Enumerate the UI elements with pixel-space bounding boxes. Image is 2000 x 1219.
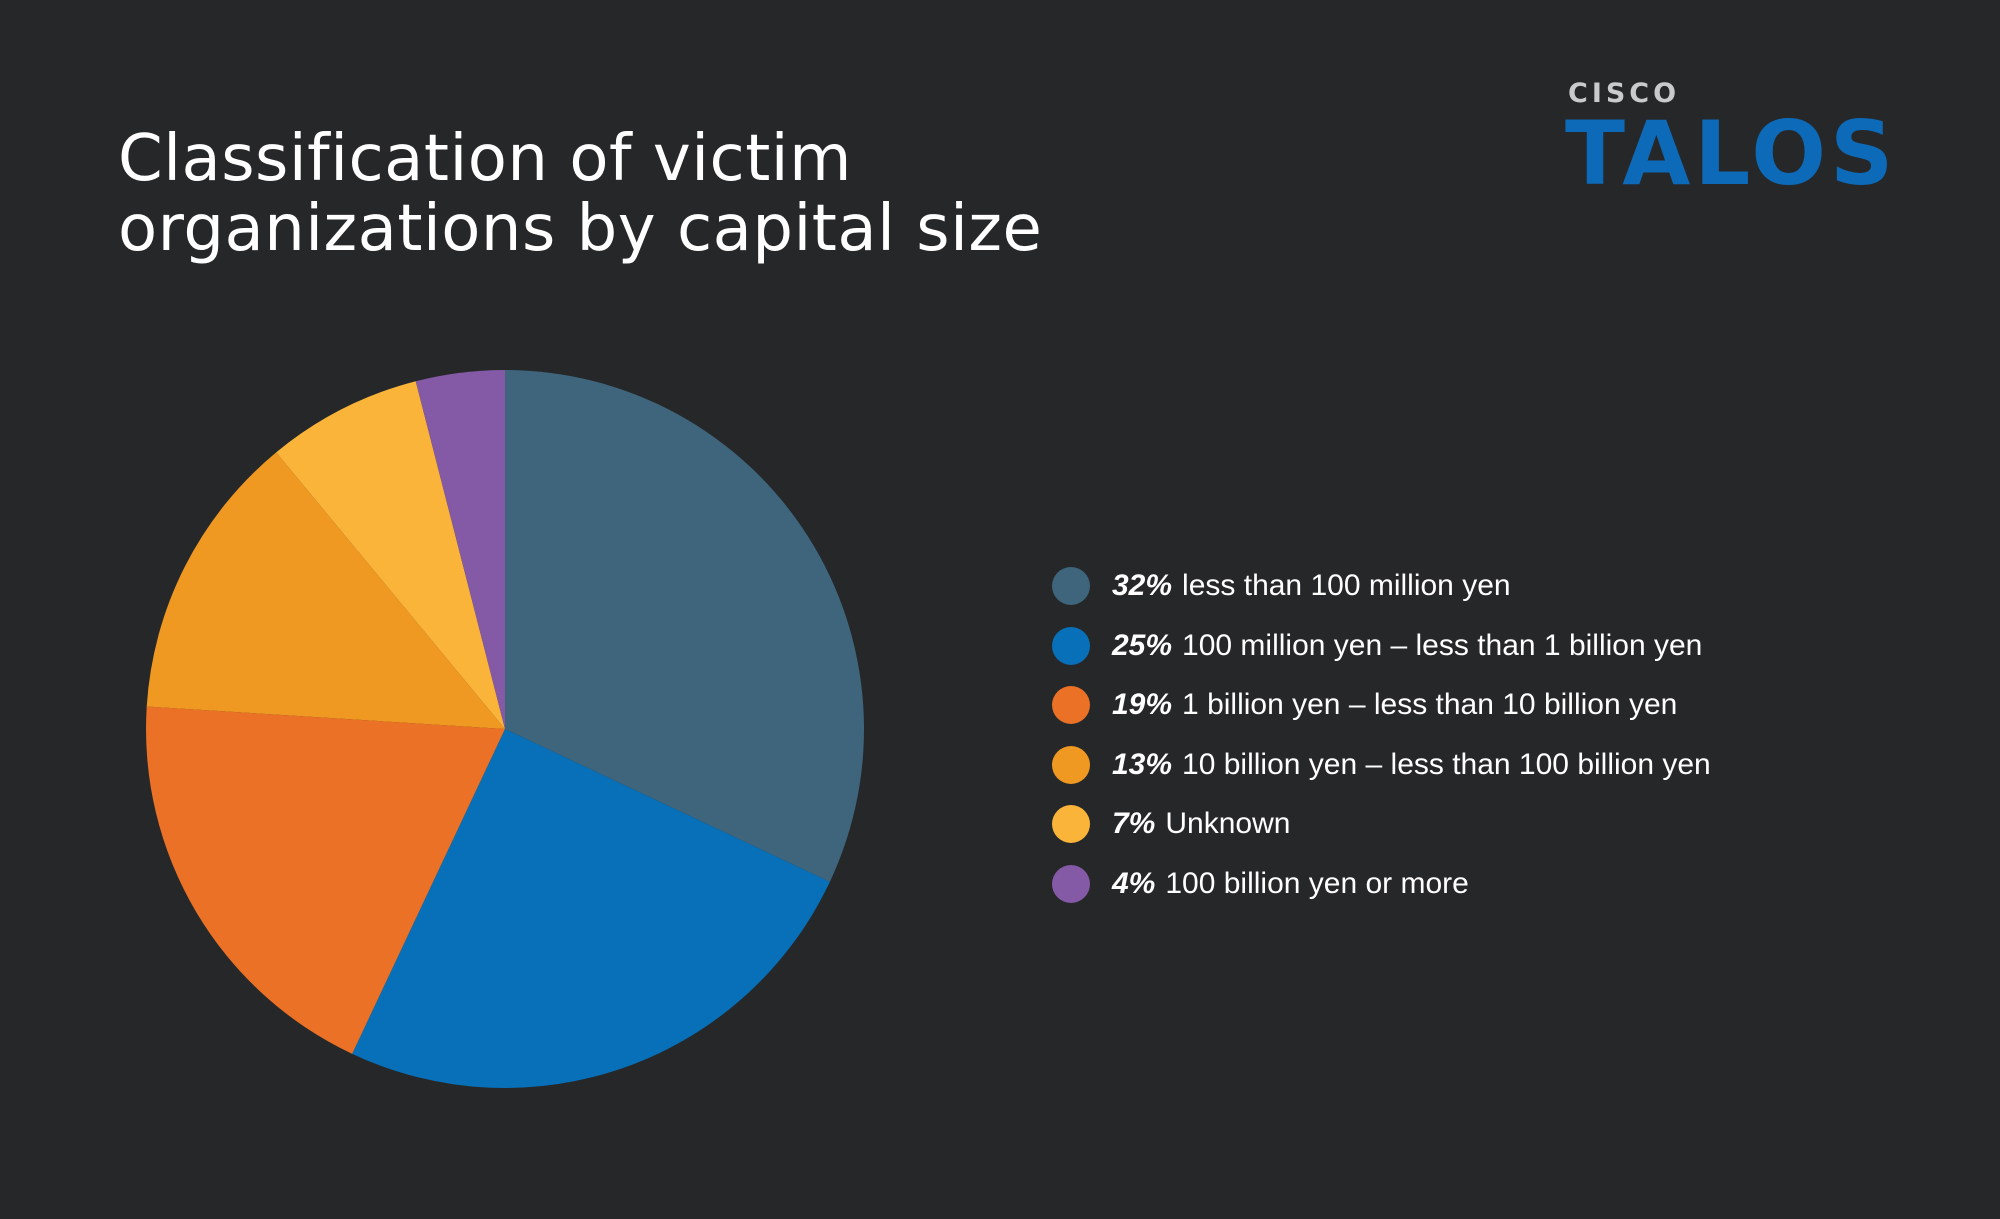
- logo-company-text: CISCO: [1568, 78, 1681, 109]
- logo-product-text: TALOS: [1565, 102, 1898, 205]
- legend-item-6: 4% 100 billion yen or more: [1052, 864, 1711, 904]
- legend-percent: 13%: [1112, 747, 1173, 781]
- chart-title-line-1: Classification of victim: [118, 122, 852, 196]
- legend-label: 1 billion yen – less than 10 billion yen: [1182, 688, 1678, 722]
- chart-legend: 32% less than 100 million yen 25% 100 milli…: [1052, 566, 1711, 924]
- pie-slices: [146, 370, 864, 1088]
- legend-item-1: 32% less than 100 million yen: [1052, 566, 1711, 606]
- pie-slice-5: [276, 381, 505, 729]
- pie-slice-4: [146, 452, 505, 729]
- legend-label: 100 billion yen or more: [1165, 866, 1469, 900]
- legend-item-3: 19% 1 billion yen – less than 10 billion …: [1052, 685, 1711, 725]
- legend-label: 10 billion yen – less than 100 billion y…: [1182, 747, 1711, 781]
- legend-percent: 32%: [1112, 569, 1173, 602]
- legend-percent: 25%: [1112, 628, 1173, 662]
- cisco-talos-logo: CISCO TALOS: [1565, 78, 1893, 200]
- legend-swatch: [1052, 567, 1090, 605]
- legend-swatch: [1052, 864, 1090, 903]
- legend-item-2: 25% 100 million yen – less than 1 billion…: [1052, 626, 1711, 666]
- legend-item-5: 7% Unknown: [1052, 804, 1711, 844]
- pie-slice-1: [505, 370, 864, 882]
- legend-swatch: [1052, 686, 1090, 725]
- pie-slice-2: [352, 729, 830, 1088]
- pie-slice-3: [146, 706, 505, 1054]
- legend-item-4: 13% 10 billion yen – less than 100 billio…: [1052, 745, 1711, 785]
- legend-swatch: [1052, 805, 1090, 844]
- legend-percent: 4%: [1112, 866, 1156, 900]
- chart-title: Classification of victim organizations b…: [118, 124, 1042, 264]
- legend-percent: 7%: [1112, 807, 1156, 841]
- legend-label: Unknown: [1165, 807, 1291, 841]
- legend-percent: 19%: [1112, 688, 1173, 722]
- chart-title-line-2: organizations by capital size: [118, 192, 1043, 266]
- legend-swatch: [1052, 745, 1090, 784]
- legend-swatch: [1052, 626, 1090, 665]
- pie-slice-6: [415, 370, 505, 729]
- legend-label: less than 100 million yen: [1182, 569, 1511, 602]
- legend-label: 100 million yen – less than 1 billion ye…: [1182, 628, 1703, 662]
